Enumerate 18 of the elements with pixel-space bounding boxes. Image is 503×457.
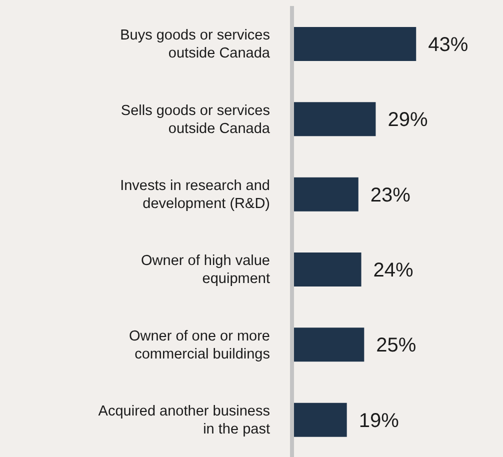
data-label: 29% (388, 109, 428, 132)
bar (292, 402, 347, 437)
y-tick-label: Invests in research and development (R&D) (120, 178, 270, 212)
data-label: 23% (370, 184, 411, 206)
bar (292, 27, 416, 61)
data-label: 25% (376, 334, 416, 357)
bar (292, 177, 358, 212)
data-label: 19% (358, 410, 400, 432)
y-tick-label: Owner of high value equipment (141, 253, 270, 288)
data-label: 43% (428, 34, 468, 56)
bar (292, 328, 364, 362)
y-tick-label: Owner of one or more commercial buildings (128, 328, 270, 362)
y-tick-label: Buys goods or services outside Canada (120, 28, 271, 62)
bar (292, 102, 376, 136)
bar (292, 252, 362, 286)
y-tick-label: Acquired another business in the past (98, 403, 270, 438)
data-label: 24% (373, 260, 414, 282)
y-tick-label: Sells goods or services outside Canada (120, 102, 271, 137)
